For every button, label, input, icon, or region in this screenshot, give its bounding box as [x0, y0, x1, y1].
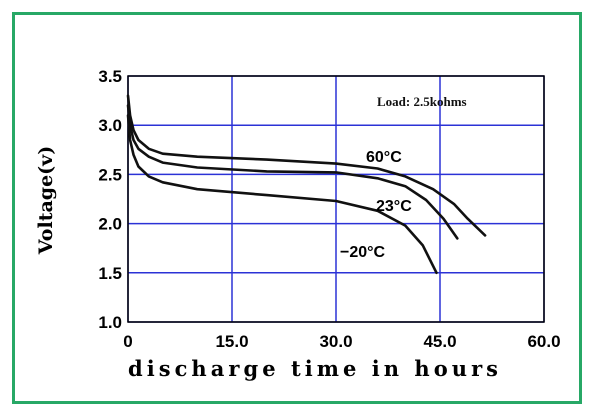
- chart-frame: [12, 12, 582, 404]
- series-line-0: [126, 94, 487, 237]
- series-line-2: [126, 114, 438, 275]
- x-tick-label: 60.0: [527, 332, 560, 351]
- curves: [126, 94, 487, 275]
- grid: [127, 75, 545, 323]
- y-tick-label: 3.5: [98, 67, 122, 86]
- x-tick-label: 0: [123, 332, 132, 351]
- y-tick-label: 1.0: [98, 313, 122, 332]
- series-label-60c: 60°C: [366, 149, 402, 166]
- x-tick-labels: 0 15.0 30.0 45.0 60.0: [123, 332, 560, 351]
- y-tick-label: 2.5: [98, 165, 122, 184]
- y-tick-label: 2.0: [98, 215, 122, 234]
- load-annotation: Load: 2.5kohms: [377, 94, 467, 109]
- series-label-minus20c: −20°C: [340, 244, 386, 261]
- y-tick-label: 1.5: [98, 264, 122, 283]
- series-label-23c: 23°C: [376, 198, 412, 215]
- plot-border: [127, 75, 545, 323]
- y-axis-title: Voltage(v): [35, 146, 57, 255]
- x-tick-label: 15.0: [215, 332, 248, 351]
- series-line-1: [126, 104, 459, 240]
- x-axis-title: discharge time in hours: [128, 356, 498, 381]
- y-tick-label: 3.0: [98, 116, 122, 135]
- y-tick-labels: 1.0 1.5 2.0 2.5 3.0 3.5: [98, 67, 122, 332]
- x-tick-label: 30.0: [319, 332, 352, 351]
- x-tick-label: 45.0: [423, 332, 456, 351]
